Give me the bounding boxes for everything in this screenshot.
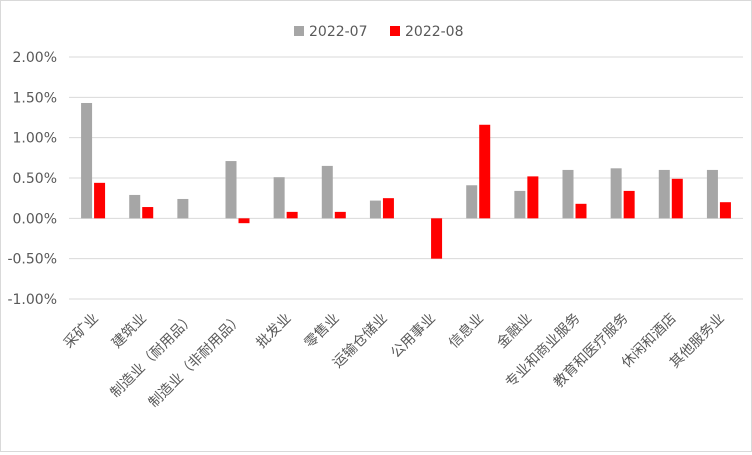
x-tick-label: 公用事业 xyxy=(388,311,439,362)
bar-series1 xyxy=(706,169,718,219)
legend-label: 2022-07 xyxy=(309,24,368,40)
bar-series1 xyxy=(562,169,574,219)
bar-series1 xyxy=(225,161,237,219)
x-tick-label: 零售业 xyxy=(302,311,343,352)
bar-series1 xyxy=(273,177,285,219)
bar-series1 xyxy=(369,200,381,219)
y-tick-label: 2.00% xyxy=(13,50,57,66)
bar-series2 xyxy=(142,207,154,219)
bar-series2 xyxy=(286,211,298,219)
bar-series2 xyxy=(431,218,443,259)
x-tick-label: 批发业 xyxy=(253,311,294,352)
bar-series1 xyxy=(466,185,478,219)
x-tick-label: 采矿业 xyxy=(61,311,102,352)
bar-series2 xyxy=(94,182,106,219)
y-tick-label: 1.50% xyxy=(13,90,57,106)
bar-series1 xyxy=(514,190,526,219)
bar-series2 xyxy=(479,124,491,219)
legend-label: 2022-08 xyxy=(405,24,464,40)
bar-series1 xyxy=(658,169,670,219)
bar-series2 xyxy=(719,202,731,219)
y-tick-label: 0.50% xyxy=(13,171,57,187)
y-axis: 2.00% 1.50% 1.00% 0.50% 0.00% -0.50% -1.00% xyxy=(7,50,57,308)
bar-series2 xyxy=(575,203,587,219)
x-tick-label: 建筑业 xyxy=(109,311,150,352)
bar-series1 xyxy=(177,198,189,219)
y-tick-label: -0.50% xyxy=(7,252,57,268)
legend-swatch xyxy=(390,26,400,36)
bar-series1 xyxy=(129,194,141,219)
x-tick-label: 金融业 xyxy=(494,311,535,352)
y-tick-label: 1.00% xyxy=(13,131,57,147)
bar-series2 xyxy=(238,218,250,224)
legend-swatch xyxy=(294,26,304,36)
x-tick-label: 制造业（耐用品） xyxy=(108,311,199,402)
x-tick-label: 信息业 xyxy=(445,310,487,352)
gridlines xyxy=(69,56,743,300)
bar-series2 xyxy=(671,178,683,219)
bars xyxy=(81,102,731,259)
legend: 2022-07 2022-08 xyxy=(294,24,464,40)
bar-series2 xyxy=(527,176,539,219)
bar-series2 xyxy=(623,190,635,219)
y-tick-label: 0.00% xyxy=(13,211,57,227)
bar-series1 xyxy=(81,102,93,219)
x-tick-label: 制造业（非耐用品） xyxy=(146,311,246,411)
bar-series2 xyxy=(334,211,346,219)
bar-series2 xyxy=(382,198,394,219)
y-tick-label: -1.00% xyxy=(7,292,57,308)
bar-series1 xyxy=(321,165,333,219)
bar-series1 xyxy=(610,168,622,219)
